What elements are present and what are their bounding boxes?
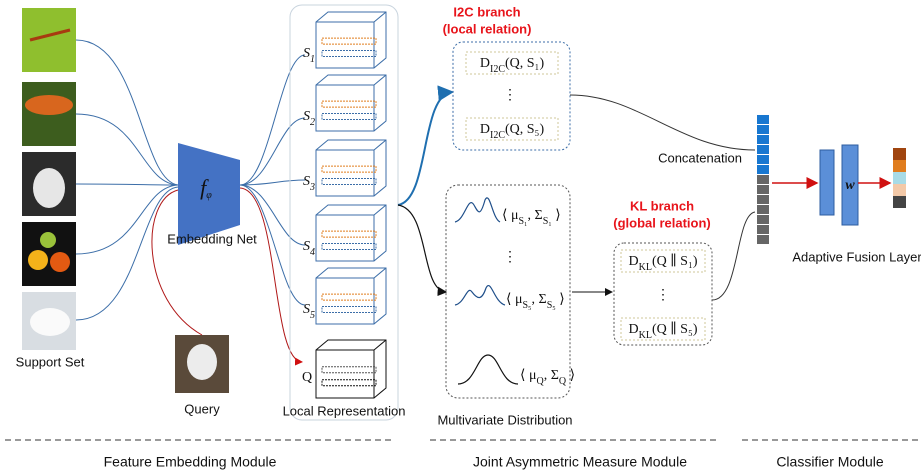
vector-cell (757, 125, 769, 134)
support-symbol: S5 (303, 302, 315, 321)
vector-cell (757, 115, 769, 124)
i2c-concat-link (570, 95, 755, 150)
subscript: KL (639, 330, 652, 341)
math-part: ⟨ μ (502, 208, 518, 223)
kl-title: KL branch (630, 198, 694, 213)
subscript: S₅ (547, 300, 556, 311)
module-label: Classifier Module (776, 454, 884, 470)
math-part: ⟩ (552, 208, 561, 223)
support-symbol: S3 (303, 174, 315, 193)
concat-label: Concatenation (658, 150, 742, 165)
support-links (76, 40, 178, 320)
math-part: ⟨ μ (520, 368, 536, 383)
local-label: Local Representation (283, 403, 406, 418)
i2c-title: I2C branch (453, 4, 520, 19)
concat-vector (757, 115, 769, 244)
dist-ellipsis: ⋮ (503, 250, 517, 265)
math-part: (Q, S₁) (505, 56, 544, 71)
kl-ellipsis: ⋮ (656, 288, 670, 303)
i2c-arrow (398, 92, 452, 205)
math-part: (Q ∥ S₁) (652, 253, 698, 269)
math-part: D (480, 122, 490, 137)
kl-subtitle: (global relation) (613, 215, 711, 230)
math-part: S (303, 174, 310, 189)
vector-cell (757, 235, 769, 244)
subscript: 3 (309, 182, 315, 193)
vector-cell (757, 145, 769, 154)
kl-item: DKL(Q ∥ S₁) (628, 253, 697, 273)
math-part: (Q, S₅) (505, 122, 544, 137)
fusion-layer (820, 150, 834, 215)
query-image (175, 335, 229, 393)
math-part: D (480, 56, 490, 71)
dist-arrow (398, 205, 446, 292)
vector-cell (757, 205, 769, 214)
support-symbol: S2 (303, 109, 315, 128)
dist-curves (455, 198, 505, 305)
cubes (316, 12, 386, 398)
support-symbol: S4 (303, 239, 315, 258)
subscript: φ (206, 190, 212, 201)
vector-cell (757, 215, 769, 224)
math-part: S (303, 239, 310, 254)
diagram: Support Set Query fφ Embedding Net S1S2S… (0, 0, 921, 475)
dist-item: ⟨ μQ, ΣQ ⟩ (520, 368, 575, 387)
math-part: D (628, 254, 638, 269)
subscript: S₁ (543, 216, 552, 227)
i2c-item: DI2C(Q, S₁) (480, 56, 545, 75)
vector-cell (757, 185, 769, 194)
output-vector (893, 148, 906, 208)
math-part: , Σ (528, 208, 543, 223)
vector-cell (757, 225, 769, 234)
i2c-item: DI2C(Q, S₅) (480, 122, 545, 141)
math-part: D (628, 322, 638, 337)
i2c-subtitle: (local relation) (443, 21, 532, 36)
support-symbol: S1 (303, 46, 315, 65)
subscript: I2C (490, 130, 505, 141)
math-part: , Σ (532, 292, 547, 307)
math-part: S (303, 46, 310, 61)
kl-concat-link (712, 212, 755, 300)
vector-cell (757, 165, 769, 174)
vector-cell (757, 175, 769, 184)
math-part: ⟩ (556, 292, 565, 307)
subscript: 5 (310, 310, 315, 321)
subscript: KL (639, 262, 652, 273)
vector-cell (757, 155, 769, 164)
cube (316, 340, 386, 398)
dist-item: ⟨ μS₅, ΣS₅ ⟩ (506, 292, 565, 311)
dist-item: ⟨ μS₁, ΣS₁ ⟩ (502, 208, 561, 227)
math-part: S (303, 302, 310, 317)
support-images (22, 8, 76, 350)
module-label: Feature Embedding Module (104, 454, 277, 470)
dist-label: Multivariate Distribution (437, 412, 572, 427)
vector-cell (757, 195, 769, 204)
fusion-label: Adaptive Fusion Layer (792, 249, 921, 264)
vector-cell (757, 135, 769, 144)
support-label: Support Set (16, 354, 85, 369)
kl-item: DKL(Q ∥ S₅) (628, 321, 697, 341)
weight-symbol: w (845, 178, 855, 193)
i2c-ellipsis: ⋮ (503, 88, 517, 103)
embedding-label: Embedding Net (167, 231, 257, 246)
math-part: ⟨ μ (506, 292, 522, 307)
subscript: 4 (310, 247, 315, 258)
subscript: S₁ (518, 216, 527, 227)
subscript: S₅ (522, 300, 531, 311)
query-label: Query (184, 401, 220, 416)
math-part: ⟩ (566, 368, 575, 383)
math-part: S (303, 109, 310, 124)
math-part: , Σ (544, 368, 559, 383)
math-part: (Q ∥ S₅) (652, 321, 698, 337)
subscript: I2C (490, 64, 505, 75)
subscript: 1 (310, 54, 315, 65)
subscript: 2 (310, 117, 315, 128)
query-symbol: Q (302, 370, 312, 385)
module-label: Joint Asymmetric Measure Module (473, 454, 687, 470)
dist-curve (458, 355, 518, 384)
query-local-link (240, 188, 302, 362)
